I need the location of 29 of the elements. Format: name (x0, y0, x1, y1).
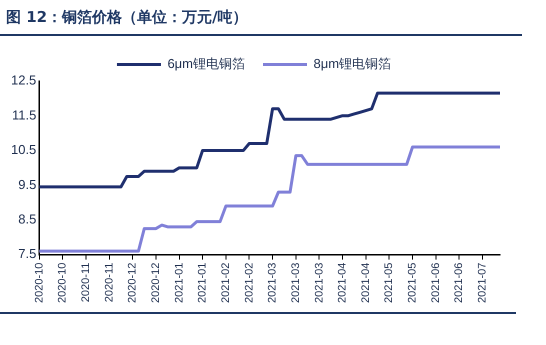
y-tick-label: 7.5 (18, 246, 36, 262)
chart-title: 图 12：铜箔价格（单位：万元/吨） (0, 0, 522, 36)
y-tick-label: 9.5 (18, 176, 36, 192)
legend-label: 6μm锂电铜箔 (167, 56, 246, 72)
x-tick-label: 2020-12 (126, 262, 139, 304)
x-tick-label: 2021-02 (220, 262, 232, 304)
x-tick-label: 2021-03 (313, 262, 326, 304)
x-tick-label: 2021-03 (266, 262, 279, 304)
x-tick-label: 2020-10 (33, 262, 46, 304)
x-tick-label: 2021-03 (290, 262, 302, 304)
x-tick-label: 2020-10 (56, 262, 69, 304)
x-tick-label: 2021-07 (476, 262, 489, 304)
x-tick-label: 2020-11 (80, 262, 92, 302)
x-tick-label: 2021-05 (406, 262, 419, 304)
x-tick-label: 2021-04 (360, 262, 372, 304)
x-tick-label: 2021-01 (173, 262, 186, 304)
x-tick-label: 2021-01 (196, 262, 209, 304)
x-tick-label: 2021-06 (453, 262, 466, 304)
x-tick-label: 2021-06 (430, 262, 442, 304)
x-tick-label: 2020-12 (150, 262, 162, 304)
legend-label: 8μm锂电铜箔 (314, 56, 392, 72)
x-tick-label: 2021-02 (243, 262, 256, 304)
y-tick-label: 10.5 (10, 142, 36, 158)
y-tick-label: 8.5 (18, 211, 36, 226)
x-tick-label: 2020-11 (103, 262, 116, 302)
x-tick-label: 2021-04 (336, 262, 349, 304)
y-tick-label: 12.5 (10, 72, 36, 88)
y-tick-label: 11.5 (12, 107, 36, 122)
x-tick-label: 2021-05 (383, 262, 396, 304)
